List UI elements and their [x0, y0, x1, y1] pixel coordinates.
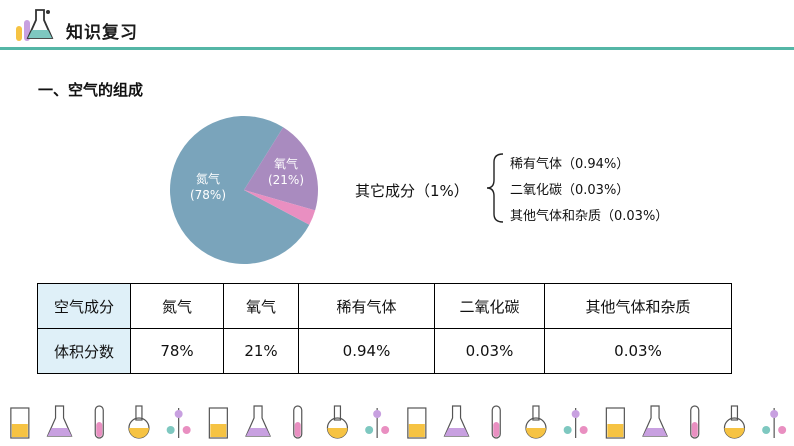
air-composition-pie: 氮气 (78%) 氧气 (21%)	[168, 114, 320, 266]
table-header-cell: 稀有气体	[298, 283, 435, 329]
microscope-icon	[525, 405, 547, 439]
funnel-icon	[605, 407, 625, 439]
table-header-cell: 二氧化碳	[434, 283, 545, 329]
table-header-cell: 其他气体和杂质	[544, 283, 732, 329]
table-cell: 78%	[130, 328, 224, 374]
pie-slice-nitrogen	[170, 115, 310, 264]
molecule-icon	[642, 405, 668, 437]
pie-label-oxygen-percent: (21%)	[267, 173, 305, 187]
table-header-cell: 空气成分	[37, 283, 131, 329]
pen-icon	[762, 408, 787, 438]
header: 知识复习	[0, 0, 794, 50]
table-header-cell: 氮气	[130, 283, 224, 329]
pie-label-nitrogen-percent: (78%)	[189, 188, 227, 202]
test-tube-icon	[293, 405, 303, 439]
table-cell: 0.03%	[434, 328, 545, 374]
table-row: 体积分数 78% 21% 0.94% 0.03% 0.03%	[37, 328, 732, 374]
tripod-icon	[491, 405, 501, 439]
table-cell: 0.03%	[544, 328, 732, 374]
flask-icon	[16, 9, 54, 41]
component-rare-gases: 稀有气体（0.94%）	[510, 157, 630, 172]
test-tube-icon	[166, 408, 191, 438]
beaker-icon	[10, 407, 30, 439]
iron-stand-icon	[407, 407, 427, 439]
table-cell: 0.94%	[298, 328, 435, 374]
pie-label-oxygen: 氧气 (21%)	[264, 156, 308, 188]
brace-icon	[486, 153, 504, 223]
table-cell: 21%	[223, 328, 299, 374]
composition-table: 空气成分 氮气 氧气 稀有气体 二氧化碳 其他气体和杂质 体积分数 78% 21…	[37, 283, 732, 374]
dropper-icon	[563, 408, 588, 438]
section-title: 一、空气的组成	[38, 81, 144, 99]
pie-label-nitrogen: 氮气 (78%)	[186, 171, 230, 203]
other-components-label: 其它成分（1%）	[355, 182, 469, 200]
atom-icon	[690, 405, 700, 439]
lab-equipment-strip	[10, 405, 787, 439]
weighing-bottle-icon	[245, 405, 271, 437]
test-tube-icon	[94, 405, 104, 439]
benzene-icon	[723, 405, 746, 439]
page-title: 知识复习	[66, 23, 138, 43]
component-other-gases: 其他气体和杂质（0.03%）	[510, 209, 669, 224]
pie-slice-oxygen	[244, 127, 318, 211]
round-flask-icon	[46, 405, 73, 437]
component-carbon-dioxide: 二氧化碳（0.03%）	[510, 183, 630, 198]
alcohol-lamp-icon	[326, 405, 349, 439]
pie-slice-other	[244, 190, 316, 225]
pie-label-nitrogen-name: 氮气	[195, 172, 220, 186]
round-flask-icon	[128, 405, 150, 439]
conical-flask-icon	[208, 407, 228, 439]
table-header-row: 空气成分 氮气 氧气 稀有气体 二氧化碳 其他气体和杂质	[37, 283, 732, 329]
beaker-icon	[443, 405, 470, 437]
header-divider	[0, 47, 794, 50]
table-cell: 体积分数	[37, 328, 131, 374]
table-header-cell: 氧气	[223, 283, 299, 329]
thermometer-icon	[365, 408, 390, 438]
pie-label-oxygen-name: 氧气	[273, 157, 298, 171]
